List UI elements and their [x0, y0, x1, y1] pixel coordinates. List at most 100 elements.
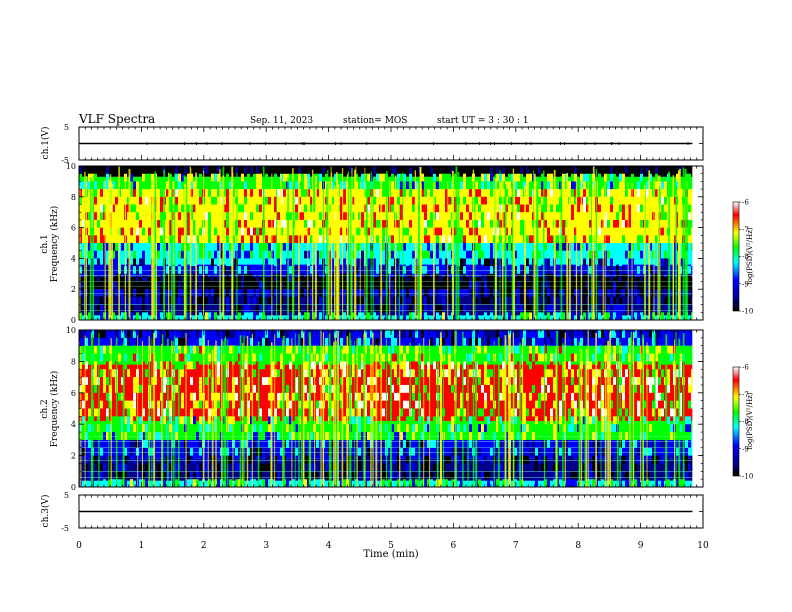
spectrogram-cell — [151, 353, 154, 362]
spectrogram-cell — [520, 377, 523, 385]
spectrogram-cell — [229, 479, 232, 487]
spectrogram-cell — [637, 455, 640, 464]
spectrogram-cell — [475, 296, 478, 305]
spectrogram-cell — [175, 369, 178, 378]
spectrogram-cell — [304, 166, 307, 174]
spectrogram-cell — [592, 455, 595, 464]
spectrogram-cell — [574, 196, 577, 205]
spectrogram-cell — [160, 258, 163, 267]
spectrogram-cell — [175, 432, 178, 440]
spectrogram-cell — [175, 384, 178, 393]
spectrogram-cell — [235, 479, 238, 487]
spectrogram-cell — [268, 281, 271, 290]
spectrogram-cell — [247, 266, 250, 274]
spectrogram-cell — [445, 296, 448, 305]
spectrogram-cell — [358, 181, 361, 190]
spectrogram-cell — [676, 181, 679, 190]
spectrogram-cell — [268, 408, 271, 417]
spectrogram-cell — [541, 455, 544, 464]
spectrogram-cell — [460, 227, 463, 236]
spectrogram-cell — [463, 196, 466, 205]
spectrogram-cell — [250, 447, 253, 456]
spectrogram-cell — [433, 166, 436, 174]
spectrogram-cell — [109, 377, 112, 385]
spectrogram-cell — [196, 235, 199, 243]
spectrogram-cell — [529, 345, 532, 354]
spectrogram-cell — [85, 369, 88, 378]
spectrogram-cell — [568, 424, 571, 433]
spectrogram-cell — [259, 416, 262, 425]
spectrogram-cell — [184, 345, 187, 354]
spectrogram-cell — [301, 281, 304, 290]
spectrogram-cell — [586, 266, 589, 274]
spectrogram-cell — [82, 447, 85, 456]
spectrogram-cell — [106, 304, 109, 313]
spectrogram-cell — [652, 281, 655, 290]
spectrogram-cell — [127, 400, 130, 409]
spectrogram-cell — [376, 196, 379, 205]
spectrogram-cell — [145, 369, 148, 378]
spectrogram-cell — [487, 377, 490, 385]
spectrogram-cell — [343, 447, 346, 456]
spectrogram-cell — [688, 273, 691, 282]
spectrogram-cell — [403, 432, 406, 440]
spectrogram-cell — [253, 447, 256, 456]
spectrogram-cell — [499, 392, 502, 401]
spectrogram-cell — [259, 281, 262, 290]
spectrogram-cell — [427, 416, 430, 425]
spectrogram-cell — [589, 204, 592, 213]
spectrogram-cell — [112, 337, 115, 346]
spectrogram-cell — [541, 439, 544, 448]
spectrogram-cell — [301, 296, 304, 305]
spectrogram-cell — [130, 408, 133, 417]
spectrogram-cell — [301, 212, 304, 220]
spectrogram-cell — [421, 479, 424, 487]
spectrogram-cell — [364, 227, 367, 236]
spectrogram-cell — [490, 304, 493, 313]
spectrogram-cell — [178, 266, 181, 274]
spectrogram-cell — [103, 455, 106, 464]
spectrogram-cell — [88, 266, 91, 274]
spectrogram-cell — [97, 204, 100, 213]
spectrogram-cell — [85, 353, 88, 362]
spectrogram-cell — [571, 392, 574, 401]
spectrogram-cell — [541, 392, 544, 401]
spectrogram-cell — [115, 266, 118, 274]
spectrogram-cell — [154, 337, 157, 346]
spectrogram-cell — [445, 273, 448, 282]
spectrogram-cell — [166, 296, 169, 305]
spectrogram-cell — [130, 400, 133, 409]
spectrogram-cell — [106, 266, 109, 274]
spectrogram-cell — [343, 384, 346, 393]
spectrogram-cell — [391, 361, 394, 370]
spectrogram-cell — [481, 289, 484, 297]
spectrogram-cell — [583, 416, 586, 425]
spectrogram-cell — [238, 243, 241, 251]
spectrogram-cell — [271, 196, 274, 205]
spectrogram-cell — [475, 204, 478, 213]
spectrogram-cell — [670, 189, 673, 197]
spectrogram-cell — [154, 330, 157, 338]
spectrogram-cell — [400, 384, 403, 393]
spectrogram-cell — [286, 400, 289, 409]
spectrogram-cell — [169, 235, 172, 243]
spectrogram-cell — [352, 304, 355, 313]
spectrogram-cell — [655, 166, 658, 174]
spectrogram-cell — [112, 204, 115, 213]
spectrogram-cell — [607, 196, 610, 205]
spectrogram-cell — [562, 273, 565, 282]
spectrogram-cell — [517, 330, 520, 338]
spectrogram-cell — [271, 400, 274, 409]
spectrogram-cell — [358, 250, 361, 259]
spectrogram-cell — [478, 304, 481, 313]
spectrogram-cell — [250, 392, 253, 401]
spectrogram-cell — [205, 424, 208, 433]
spectrogram-cell — [436, 243, 439, 251]
spectrogram-cell — [343, 416, 346, 425]
spectrogram-cell — [592, 424, 595, 433]
spectrogram-cell — [520, 204, 523, 213]
spectrogram-cell — [148, 227, 151, 236]
spectrogram-cell — [451, 463, 454, 472]
spectrogram-cell — [406, 181, 409, 190]
spectrogram-cell — [316, 416, 319, 425]
